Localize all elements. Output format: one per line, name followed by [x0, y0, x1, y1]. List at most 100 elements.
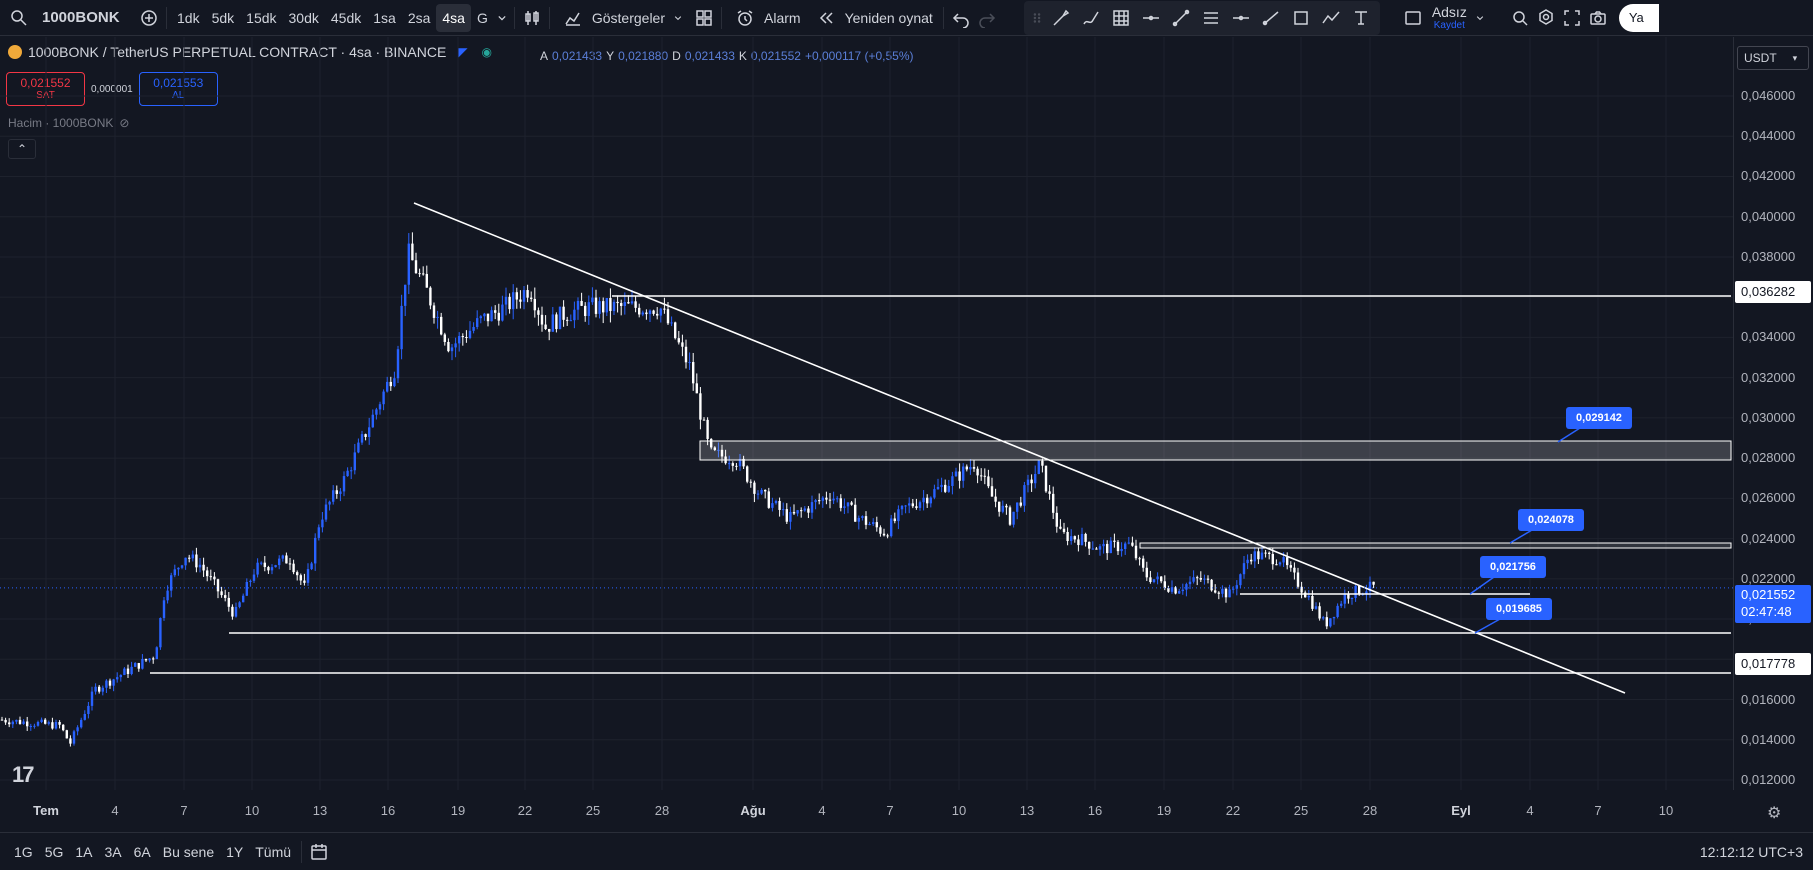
gear-icon[interactable]: ⚙ [1767, 805, 1782, 822]
grid-tool-icon[interactable] [1108, 5, 1134, 31]
candle-body [213, 576, 216, 580]
price-tick: 0,040000 [1741, 208, 1796, 224]
candle-body [1019, 502, 1022, 506]
redo-icon[interactable] [974, 5, 1000, 31]
interval-45dk[interactable]: 45dk [330, 9, 362, 26]
camera-icon[interactable] [1585, 5, 1611, 31]
indicators-label: Göstergeler [591, 9, 666, 26]
market-status-icon: ◉ [481, 45, 493, 59]
candle-body [663, 308, 666, 310]
price-callout[interactable]: 0,021756 [1480, 556, 1546, 578]
candle-body [353, 452, 356, 471]
profile-button[interactable]: Ya [1618, 3, 1659, 32]
trend-line-icon[interactable] [1168, 5, 1194, 31]
candle-body [890, 518, 893, 537]
horizontal-ray-icon[interactable] [1138, 5, 1164, 31]
range-1g[interactable]: 1G [14, 843, 33, 860]
last-price-tag: 0,021552 02:47:48 [1735, 585, 1811, 623]
candle-body [1257, 551, 1260, 560]
candle-body [1196, 577, 1199, 579]
candle-body [717, 449, 720, 451]
layout-grid-icon[interactable] [691, 5, 717, 31]
price-tick: 0,014000 [1741, 731, 1796, 747]
interval-4sa[interactable]: 4sa [436, 3, 471, 32]
candle-body [335, 490, 338, 494]
flag-icon[interactable]: ◤ [458, 45, 468, 59]
interval-2sa[interactable]: 2sa [407, 9, 431, 26]
quick-search-icon[interactable] [1507, 5, 1533, 31]
legend-title[interactable]: 1000BONK / TetherUS PERPETUAL CONTRACT ·… [28, 44, 447, 60]
fullscreen-icon[interactable] [1559, 5, 1585, 31]
countdown-value: 02:47:48 [1741, 604, 1792, 619]
interval-15dk[interactable]: 15dk [246, 9, 277, 26]
currency-select[interactable]: USDT ▾ [1737, 46, 1809, 70]
price-chart[interactable] [0, 37, 1733, 790]
symbol-search-button[interactable]: 1000BONK [0, 4, 136, 32]
drag-handle-icon[interactable] [1030, 5, 1044, 31]
clock[interactable]: 12:12:12 UTC+3 [1699, 843, 1803, 860]
interval-30dk[interactable]: 30dk [288, 9, 319, 26]
settings-icon[interactable] [1533, 5, 1559, 31]
indicators-button[interactable]: Göstergeler [554, 4, 691, 32]
candle-body [1106, 543, 1109, 554]
price-callout[interactable]: 0,024078 [1518, 509, 1584, 531]
coin-logo-icon [8, 45, 22, 59]
interval-1sa[interactable]: 1sa [373, 9, 396, 26]
collapse-legend-button[interactable]: ⌃ [8, 139, 36, 159]
time-tick: 22 [1225, 803, 1241, 818]
price-callout[interactable]: 0,019685 [1486, 598, 1552, 620]
candle-body [692, 362, 695, 384]
horizontal-line-icon[interactable] [1228, 5, 1254, 31]
text-tool-icon[interactable] [1348, 5, 1374, 31]
save-layout-button[interactable]: Adsız Kaydet [1432, 5, 1467, 31]
highlighter-icon[interactable] [1078, 5, 1104, 31]
range-1y[interactable]: 1Y [226, 843, 244, 860]
undo-icon[interactable] [948, 5, 974, 31]
range-bu-sene[interactable]: Bu sene [162, 843, 215, 860]
candle-body [983, 475, 986, 477]
path-tool-icon[interactable] [1318, 5, 1344, 31]
candle-body [951, 476, 954, 486]
candle-body [418, 273, 421, 275]
fullscreen-layout-icon[interactable] [1400, 5, 1426, 31]
candle-body [900, 505, 904, 510]
ray-icon[interactable] [1258, 5, 1284, 31]
candle-body [882, 533, 886, 536]
candle-body [1070, 536, 1073, 542]
candle-type-icon[interactable] [519, 5, 545, 31]
parallel-channel-icon[interactable] [1198, 5, 1224, 31]
rectangle-tool-icon[interactable] [1288, 5, 1314, 31]
candle-body [422, 273, 425, 275]
alarm-button[interactable]: Alarm [726, 4, 807, 32]
eye-off-icon[interactable]: ⊘ [119, 116, 130, 130]
candle-body [576, 300, 580, 310]
candle-body [1199, 578, 1202, 580]
interval-G[interactable]: G [476, 9, 488, 26]
close-label: K [738, 49, 747, 63]
interval-1dk[interactable]: 1dk [177, 9, 200, 26]
brush-icon[interactable] [1048, 5, 1074, 31]
price-scale[interactable] [1733, 37, 1813, 790]
range-1a[interactable]: 1A [75, 843, 93, 860]
candle-body [1152, 579, 1156, 583]
chevron-down-icon[interactable] [494, 5, 510, 31]
candle-body [339, 491, 342, 494]
candle-body [1322, 617, 1325, 619]
callout-pointer [1469, 576, 1495, 595]
price-callout[interactable]: 0,029142 [1566, 407, 1632, 429]
add-symbol-icon[interactable] [136, 5, 162, 31]
chevron-down-icon[interactable] [1473, 5, 1487, 31]
candle-body [105, 680, 108, 688]
range-5g[interactable]: 5G [44, 843, 64, 860]
range-6a[interactable]: 6A [133, 843, 151, 860]
replay-button[interactable]: Yeniden oynat [807, 4, 939, 32]
interval-5dk[interactable]: 5dk [211, 9, 235, 26]
candle-body [1059, 526, 1062, 529]
candle-body [443, 334, 446, 342]
range-tümü[interactable]: Tümü [255, 843, 292, 860]
range-3a[interactable]: 3A [104, 843, 122, 860]
candle-body [116, 677, 119, 680]
candle-body [440, 316, 443, 335]
calendar-range-icon[interactable] [306, 839, 332, 865]
volume-legend[interactable]: Hacim · 1000BONK ⊘ [8, 116, 129, 130]
